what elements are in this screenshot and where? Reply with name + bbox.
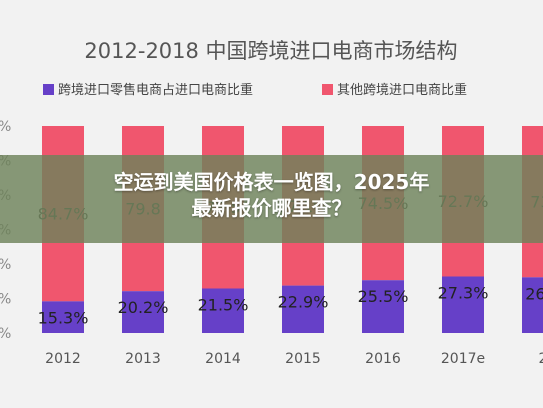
x-axis: 2012 2013 2014 2015 2016 2017e 2 (45, 351, 543, 367)
y-tick-label: % (0, 292, 11, 308)
x-tick-label-2015: 2015 (285, 351, 321, 367)
headline-line-2: 最新报价哪里查？ (191, 196, 352, 220)
headline-text: 空运到美国价格表一览图，2025年 最新报价哪里查？ (0, 169, 543, 221)
x-tick-label-2012: 2012 (45, 351, 81, 367)
legend-swatch-other (322, 84, 333, 95)
data-label-retail-2018e: 26.9 (525, 284, 543, 303)
bar-retail-2013 (122, 291, 164, 333)
data-label-retail-2013: 20.2% (118, 298, 169, 317)
bar-retail-2015 (282, 285, 324, 333)
data-label-retail-2017e: 27.3% (438, 283, 489, 302)
data-label-retail-2015: 22.9% (278, 293, 329, 312)
bar-retail-2017e (442, 276, 484, 333)
data-label-retail-2012: 15.3% (38, 308, 89, 327)
x-tick-label-2013: 2013 (125, 351, 161, 367)
legend-label-other: 其他跨境进口电商比重 (337, 82, 467, 98)
bar-retail-2016 (362, 280, 404, 333)
headline-banner (0, 155, 543, 243)
bar-retail-2018e (522, 277, 543, 333)
x-tick-label-2014: 2014 (205, 351, 241, 367)
y-tick-label: % (0, 326, 11, 342)
bar-retail-2014 (202, 288, 244, 333)
x-tick-label-2018e: 2 (539, 351, 543, 367)
chart-title: 2012-2018 中国跨境进口电商市场结构 (84, 39, 457, 63)
data-label-retail-2014: 21.5% (198, 295, 249, 314)
headline-line-1: 空运到美国价格表一览图，2025年 (113, 170, 430, 194)
y-tick-label: % (0, 257, 11, 273)
data-label-retail-2016: 25.5% (358, 287, 409, 306)
x-tick-label-2016: 2016 (365, 351, 401, 367)
legend-swatch-retail (43, 84, 54, 95)
bar-retail-2012 (42, 301, 84, 333)
x-tick-label-2017e: 2017e (441, 351, 485, 367)
y-tick-label: % (0, 119, 11, 135)
legend-label-retail: 跨境进口零售电商占进口电商比重 (58, 82, 253, 98)
